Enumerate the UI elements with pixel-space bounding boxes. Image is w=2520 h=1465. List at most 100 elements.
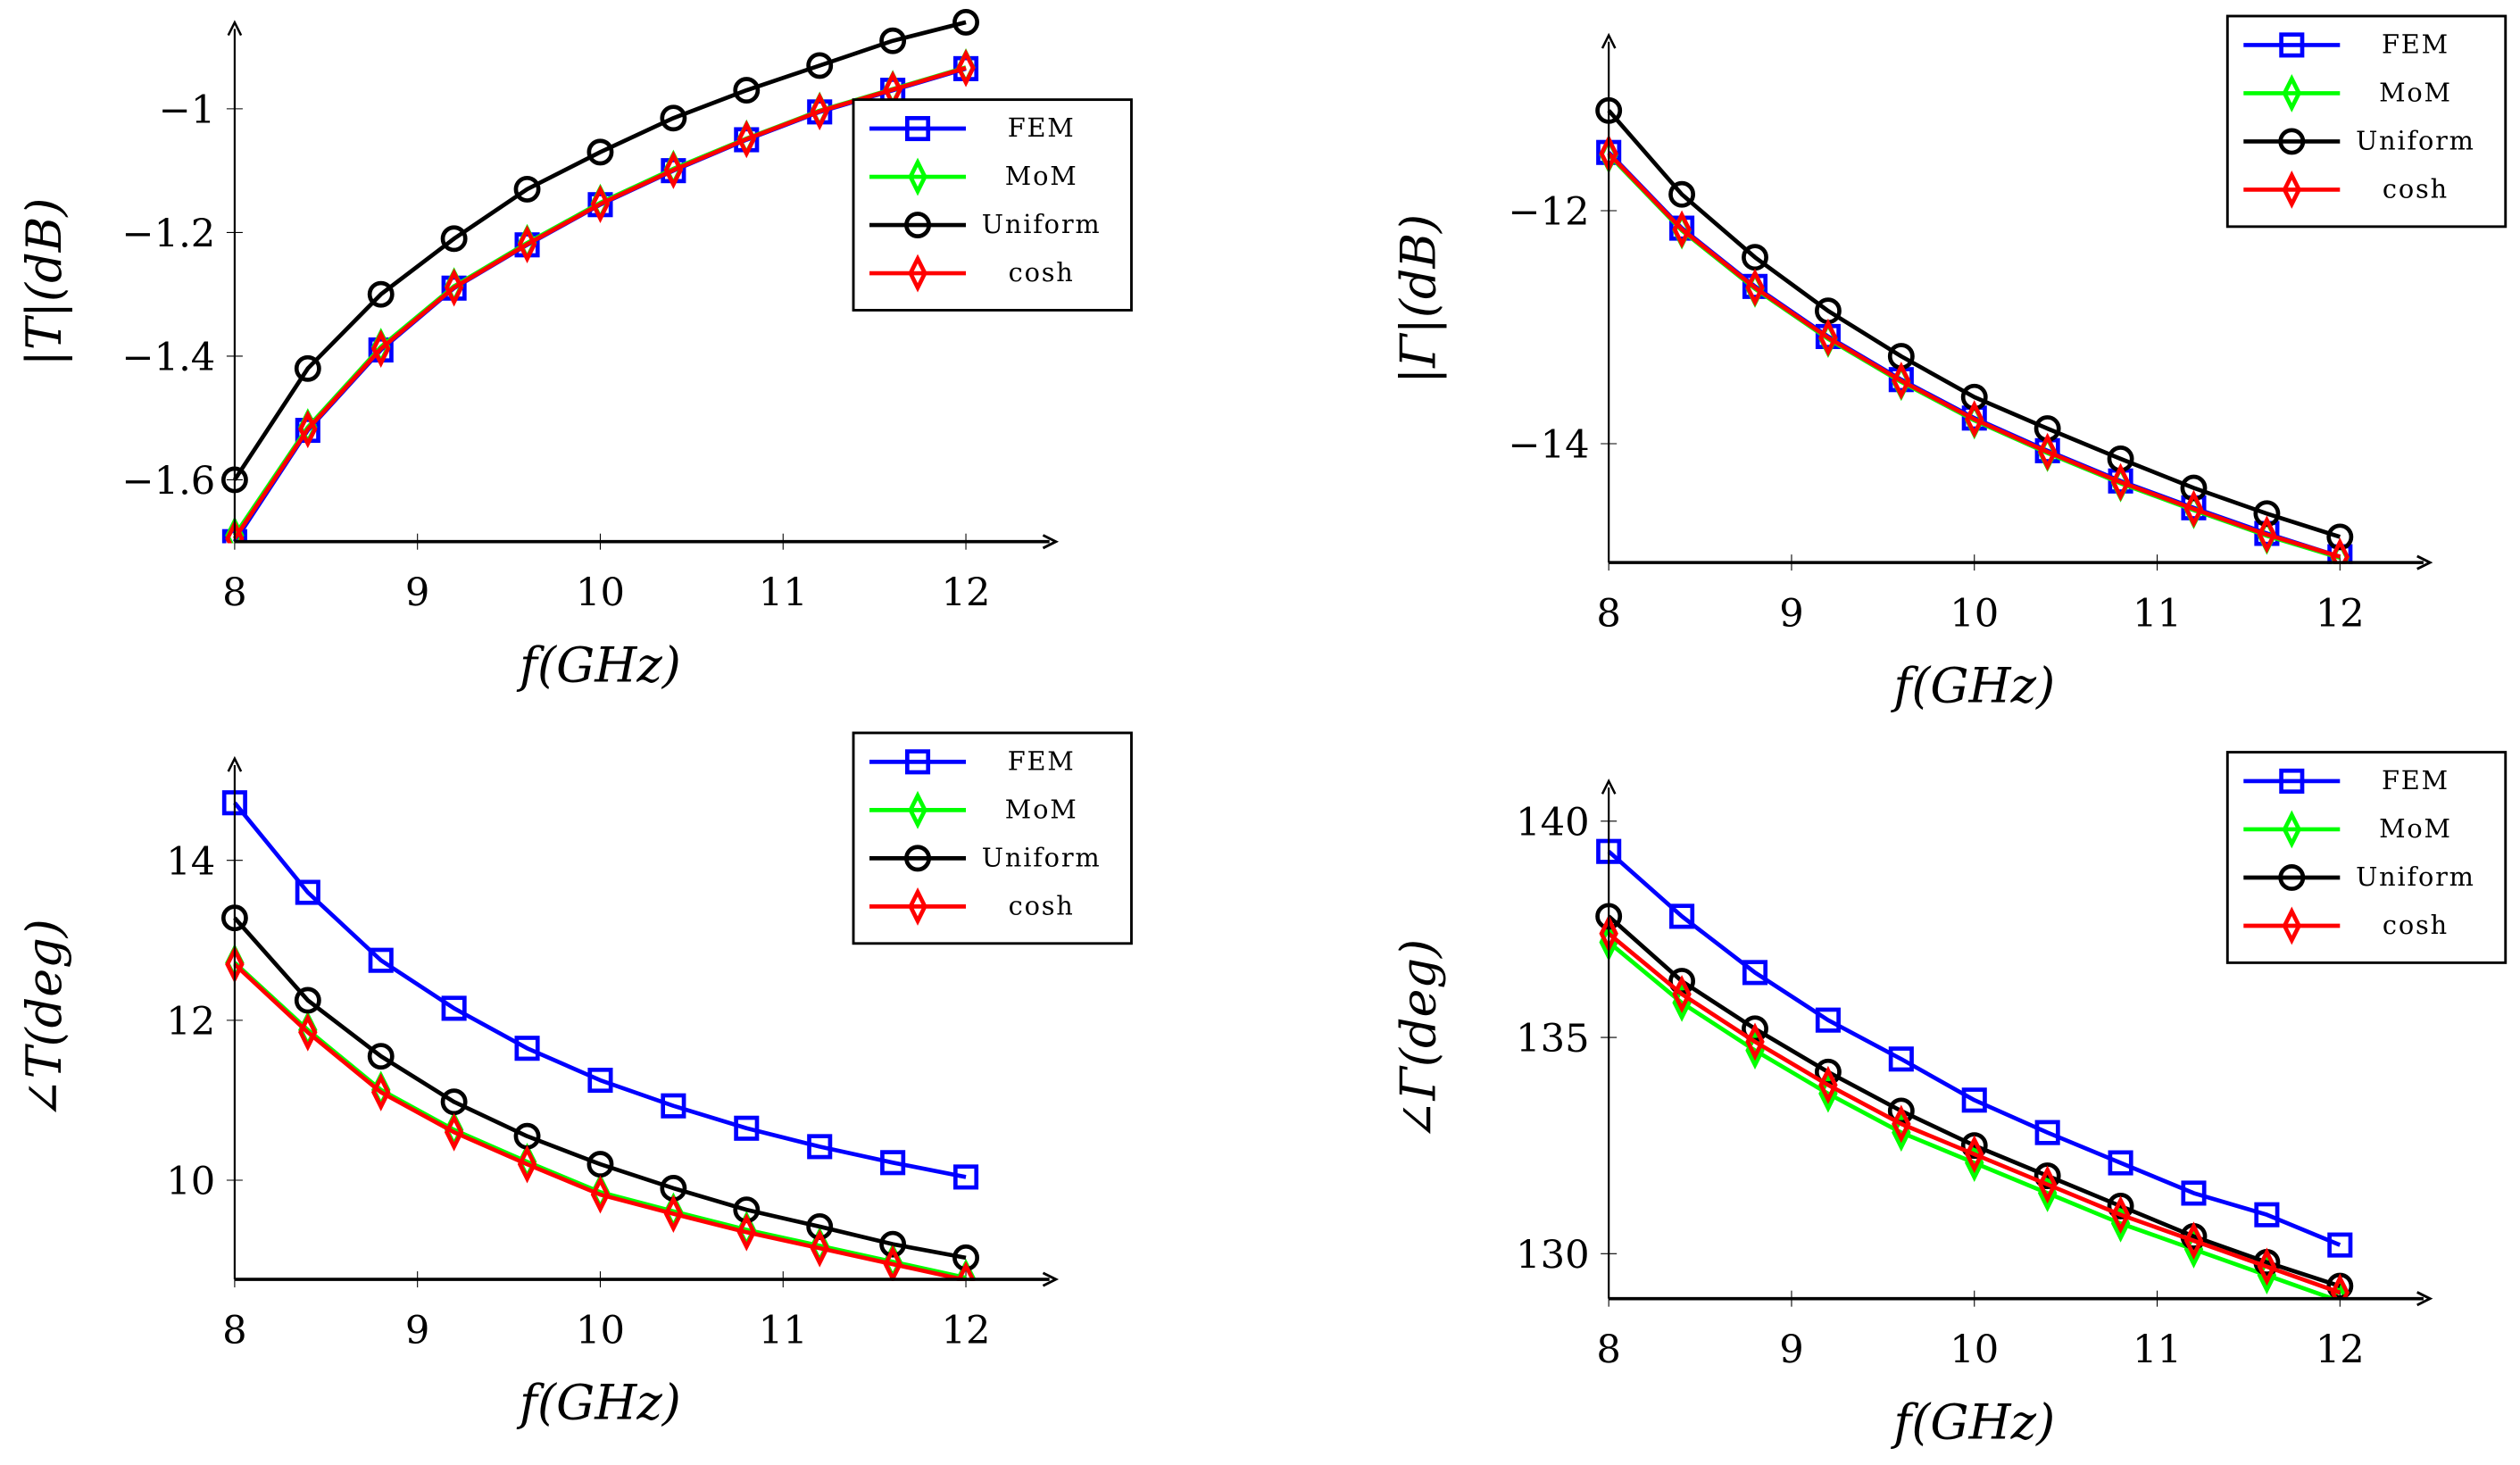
legend-label: FEM	[2382, 765, 2449, 795]
data-point	[1742, 960, 1768, 986]
data-point	[371, 1073, 391, 1111]
legend-label: FEM	[1008, 112, 1076, 143]
series-line-uniform	[232, 20, 967, 481]
x-tick-label: 8	[1596, 1328, 1620, 1373]
series-line-cosh	[1607, 152, 2341, 559]
x-tick-label: 11	[2133, 592, 2182, 637]
x-tick-label: 12	[942, 1309, 991, 1353]
x-tick-label: 12	[2316, 1328, 2365, 1373]
data-point	[1668, 180, 1696, 208]
data-point	[2254, 1202, 2280, 1228]
x-tick-label: 10	[1950, 1328, 1999, 1373]
data-point	[1965, 400, 1984, 439]
data-point	[879, 27, 907, 54]
diamond-marker-icon	[2282, 906, 2302, 945]
data-point	[2330, 1273, 2350, 1301]
series-fem	[1596, 838, 2353, 1258]
legend-entry-uniform: Uniform	[2243, 125, 2474, 155]
data-point	[2037, 432, 2058, 471]
series-line-fem	[233, 801, 967, 1179]
data-point	[2257, 515, 2277, 554]
square-marker-icon	[2279, 768, 2305, 795]
y-tick-label: 135	[1516, 1017, 1589, 1061]
data-point	[952, 1164, 979, 1190]
x-tick-label: 9	[405, 571, 429, 616]
series-cosh	[1599, 134, 2350, 564]
data-point	[956, 1261, 976, 1281]
data-point	[2183, 489, 2204, 529]
legend-label: FEM	[2382, 29, 2449, 59]
data-point	[1672, 975, 1692, 1014]
data-point	[514, 1036, 540, 1061]
legend-label: cosh	[2383, 173, 2449, 204]
chart-panel-4: 8 9 10 11 12 130 135 140 f(GHz) ∠Γ(deg) FEM MoM Unif…	[1390, 751, 2508, 1450]
legend-box	[852, 731, 1133, 945]
series-uniform	[220, 904, 979, 1271]
y-tick-label: 140	[1516, 801, 1589, 845]
series-line-fem	[1607, 849, 2341, 1247]
square-marker-icon	[904, 749, 931, 775]
y-tick-label: 130	[1516, 1233, 1589, 1278]
y-tick-label: −12	[1508, 190, 1589, 235]
legend-label: Uniform	[2356, 125, 2475, 155]
legend-box	[2225, 751, 2508, 964]
series-cosh	[225, 48, 976, 544]
legend-box	[2225, 14, 2508, 229]
data-point	[444, 268, 464, 307]
data-point	[2180, 474, 2208, 502]
x-tick-label: 12	[2316, 592, 2365, 637]
diamond-marker-icon	[2282, 171, 2302, 209]
data-point	[1672, 210, 1692, 249]
data-point	[660, 104, 687, 132]
legend: FEM MoM Uniform cosh	[852, 98, 1133, 312]
series-line-mom	[233, 961, 967, 1280]
data-point	[734, 1115, 760, 1141]
data-point	[733, 77, 761, 104]
y-tick-label: −14	[1508, 423, 1589, 468]
data-point	[1960, 1132, 1988, 1160]
series-cosh	[225, 945, 976, 1281]
x-axis-arrow-icon	[1042, 534, 1060, 550]
series-fem	[221, 790, 979, 1190]
data-point	[298, 1012, 318, 1052]
y-axis-label: ∠T(deg)	[16, 919, 72, 1120]
diamond-marker-icon	[908, 157, 927, 196]
legend-label: cosh	[2383, 910, 2449, 940]
data-point	[2110, 462, 2131, 502]
data-point	[441, 995, 467, 1021]
legend-entry-mom: MoM	[2243, 73, 2450, 112]
data-point	[879, 1230, 907, 1258]
circle-marker-icon	[2278, 128, 2306, 155]
y-tick-label: 14	[166, 840, 215, 885]
diamond-marker-icon	[2282, 810, 2302, 849]
data-point	[2034, 1120, 2060, 1145]
data-point	[2037, 1165, 2058, 1204]
data-point	[1888, 1046, 1914, 1072]
data-point	[956, 48, 976, 87]
data-point	[2330, 537, 2350, 564]
data-point	[440, 225, 468, 253]
x-tick-label: 9	[1779, 592, 1803, 637]
legend-entry-uniform: Uniform	[2243, 862, 2474, 892]
data-point	[1892, 1104, 1911, 1144]
legend-entry-cosh: cosh	[869, 886, 1073, 926]
series-line-uniform	[1607, 109, 2341, 539]
x-tick-label: 10	[576, 1309, 625, 1353]
y-tick-label: −1.6	[121, 460, 215, 504]
legend-entry-uniform: Uniform	[869, 209, 1100, 239]
data-point	[2183, 1221, 2204, 1261]
series-uniform	[1595, 96, 2354, 551]
data-point	[1961, 1087, 1987, 1113]
data-point	[294, 986, 321, 1014]
data-point	[517, 1145, 537, 1184]
series-line-uniform	[1607, 914, 2341, 1288]
legend-entry-fem: FEM	[2243, 765, 2449, 795]
data-point	[367, 1043, 395, 1070]
circle-marker-icon	[2278, 864, 2306, 891]
x-tick-label: 11	[759, 1309, 808, 1353]
legend-entry-fem: FEM	[869, 112, 1076, 143]
legend-entry-mom: MoM	[869, 157, 1077, 196]
data-point	[2253, 500, 2281, 528]
data-point	[2181, 1180, 2207, 1206]
data-point	[295, 879, 320, 905]
